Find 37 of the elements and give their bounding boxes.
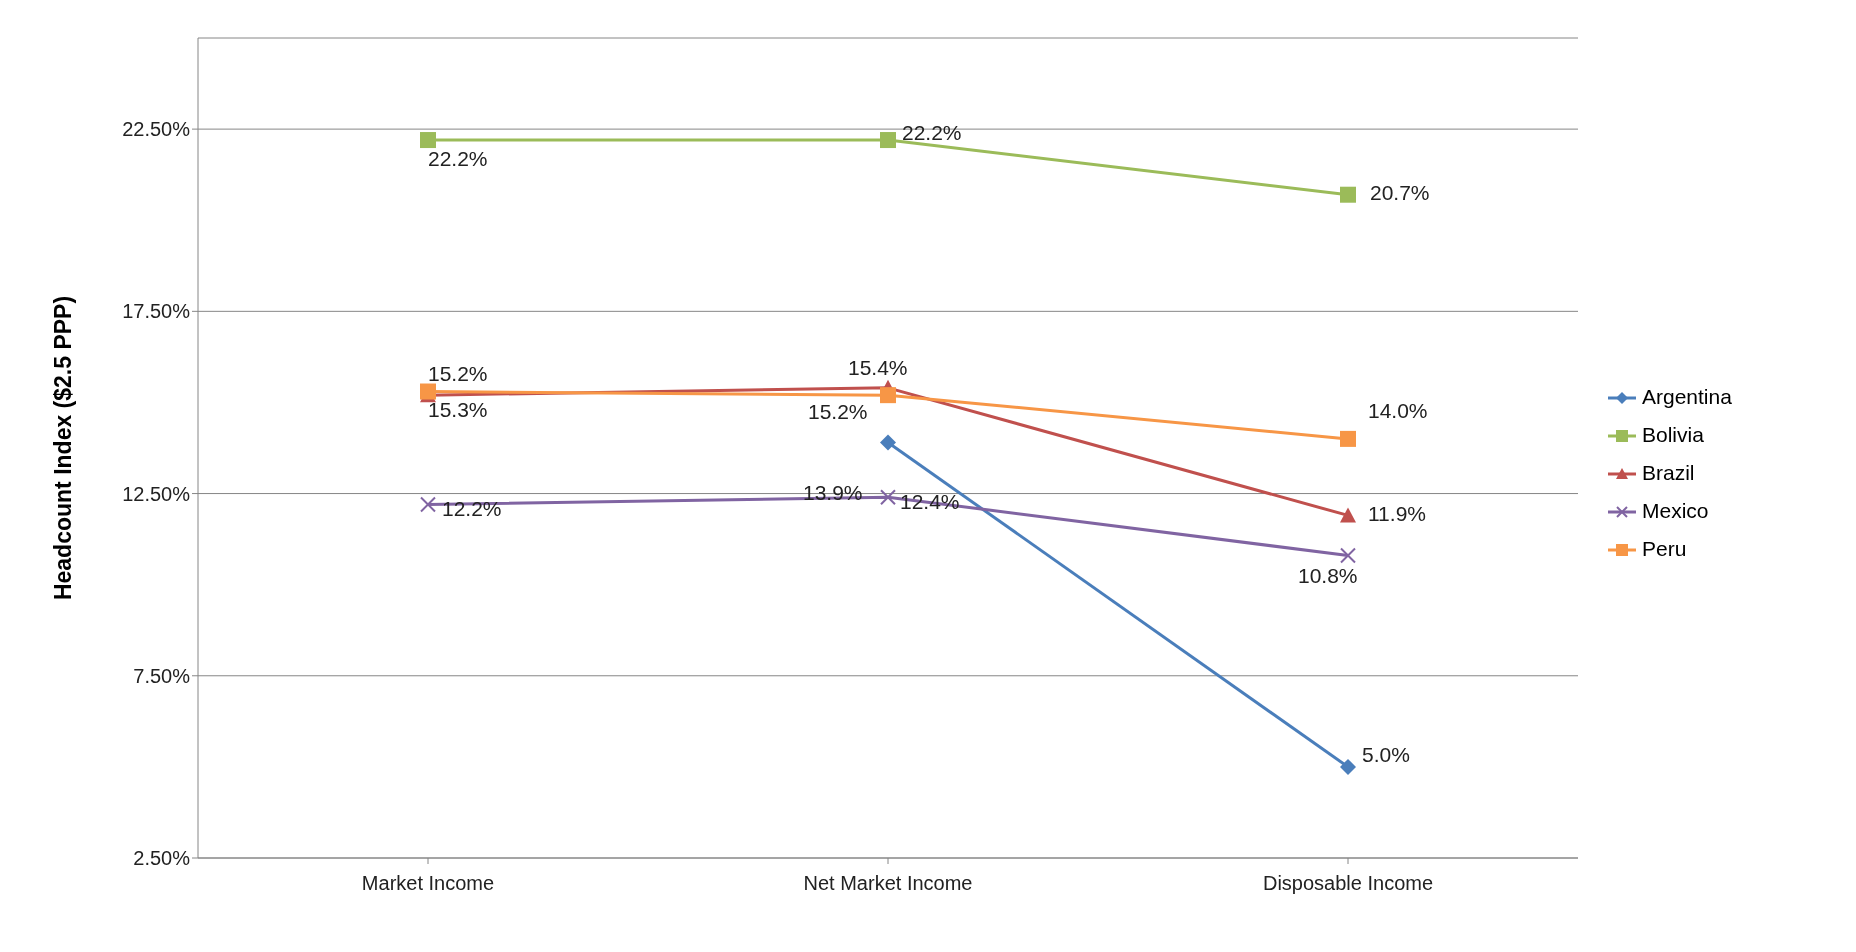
legend-label: Brazil: [1642, 461, 1695, 484]
data-label: 15.4%: [848, 356, 908, 380]
point: [1340, 186, 1356, 203]
y-axis-title: Headcount Index ($2.5 PPP): [50, 295, 77, 601]
data-label: 14.0%: [1368, 399, 1428, 423]
data-label: 22.2%: [428, 146, 488, 170]
point: [1340, 507, 1356, 523]
legend-label: Argentina: [1642, 385, 1732, 408]
point: [880, 387, 896, 404]
x-tick-label: Net Market Income: [803, 872, 973, 895]
legend-label: Mexico: [1642, 499, 1709, 522]
data-label: 10.8%: [1298, 564, 1358, 588]
point: [1340, 547, 1356, 564]
y-tick-label: 2.50%: [133, 847, 191, 870]
x-tick-label: Market Income: [361, 872, 495, 895]
data-label: 20.7%: [1370, 181, 1430, 205]
y-tick-label: 17.50%: [122, 300, 191, 323]
data-label: 15.2%: [428, 361, 488, 385]
data-label: 22.2%: [902, 120, 962, 144]
data-label: 15.2%: [808, 399, 868, 423]
point: [1340, 430, 1356, 447]
point: [880, 132, 896, 149]
point: [420, 383, 436, 400]
point: [880, 489, 896, 506]
y-tick-label: 12.50%: [122, 482, 191, 505]
legend-label: Bolivia: [1642, 423, 1704, 446]
point: [1340, 758, 1356, 775]
data-label: 15.3%: [428, 398, 488, 422]
data-label: 11.9%: [1368, 501, 1426, 525]
x-tick-label: Disposable Income: [1262, 872, 1434, 895]
point: [420, 132, 436, 149]
data-label: 5.0%: [1362, 743, 1410, 767]
point: [420, 496, 436, 513]
point: [880, 434, 896, 451]
y-tick-label: 7.50%: [133, 664, 191, 687]
y-tick-label: 22.50%: [122, 118, 191, 141]
legend-label: Peru: [1642, 537, 1687, 560]
